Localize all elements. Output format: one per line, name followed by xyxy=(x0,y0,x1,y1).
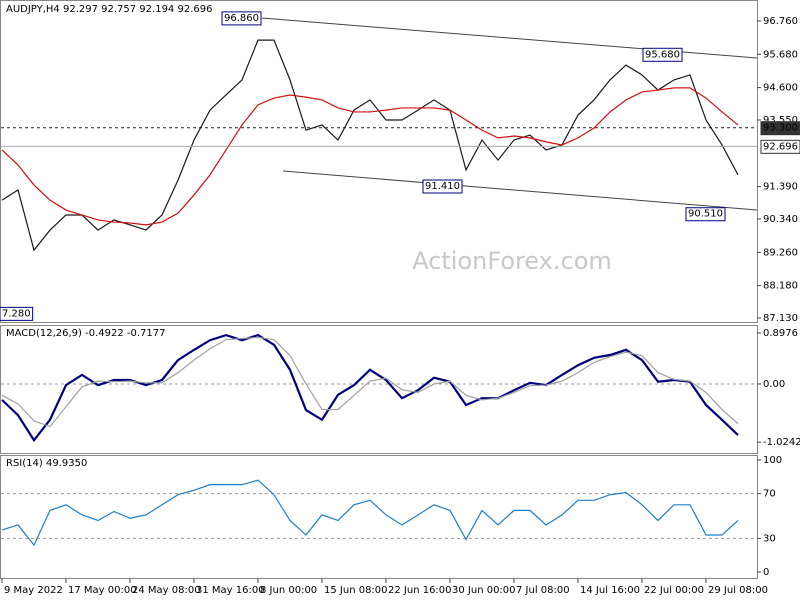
annotation: 7.280 xyxy=(2,308,31,319)
rsi-panel xyxy=(0,455,758,579)
x-tick-label: 29 Jul 08:00 xyxy=(708,585,768,596)
y-tick-label: 93.550 xyxy=(763,115,798,126)
series-line xyxy=(1,333,739,443)
y-tick-label: 90.340 xyxy=(763,214,798,225)
series-line xyxy=(1,39,739,252)
y-tick-label: 0.8976 xyxy=(763,328,798,339)
level-label: 93.300 xyxy=(763,123,798,134)
y-tick-label: 95.680 xyxy=(763,49,798,60)
series-line xyxy=(1,336,739,428)
y-tick-label: 88.180 xyxy=(763,281,798,292)
y-tick-label: 100 xyxy=(763,455,782,466)
main-panel xyxy=(0,0,758,323)
y-tick-label: 30 xyxy=(763,533,776,544)
label-box xyxy=(642,47,683,62)
last-price-label: 92.696 xyxy=(763,141,798,152)
label-box xyxy=(760,121,800,136)
y-tick-label: 0.00 xyxy=(763,379,785,390)
macd-title: MACD(12,26,9) -0.4922 -0.7177 xyxy=(6,328,166,339)
y-tick-label: 94.600 xyxy=(763,83,798,94)
x-tick-label: 15 Jun 08:00 xyxy=(324,585,388,596)
label-box xyxy=(760,139,800,154)
label-box xyxy=(422,179,463,194)
x-tick-label: 24 May 08:00 xyxy=(132,585,201,596)
rsi-title: RSI(14) 49.9350 xyxy=(6,458,87,469)
label-box xyxy=(0,306,34,321)
series-line xyxy=(1,87,739,226)
y-tick-label: 96.760 xyxy=(763,16,798,27)
x-tick-label: 31 May 16:00 xyxy=(196,585,265,596)
x-tick-label: 17 May 00:00 xyxy=(68,585,137,596)
y-tick-label: 70 xyxy=(763,489,776,500)
x-tick-label: 8 Jun 00:00 xyxy=(260,585,317,596)
x-tick-label: 14 Jul 16:00 xyxy=(580,585,640,596)
chart-title: AUDJPY,H4 92.297 92.757 92.194 92.696 xyxy=(6,4,212,15)
x-tick-label: 9 May 2022 xyxy=(4,585,63,596)
x-tick-label: 22 Jun 16:00 xyxy=(388,585,452,596)
y-tick-label: 89.260 xyxy=(763,247,798,258)
annotation: 91.410 xyxy=(425,181,460,192)
annotation: 90.510 xyxy=(688,209,723,220)
series-line xyxy=(1,479,739,547)
x-tick-label: 22 Jul 00:00 xyxy=(644,585,704,596)
x-tick-label: 7 Jul 08:00 xyxy=(516,585,570,596)
label-box xyxy=(685,207,726,222)
y-tick-label: -1.0242 xyxy=(763,437,800,448)
label-box xyxy=(221,11,262,26)
x-tick-label: 30 Jun 00:00 xyxy=(452,585,516,596)
watermark: ActionForex.com xyxy=(412,247,612,275)
macd-panel xyxy=(0,325,758,454)
y-tick-label: 0 xyxy=(763,567,769,578)
y-tick-label: 87.130 xyxy=(763,313,798,324)
y-tick-label: 91.390 xyxy=(763,182,798,193)
annotation: 95.680 xyxy=(645,49,680,60)
annotation: 96.860 xyxy=(224,13,259,24)
channel-lower xyxy=(282,170,758,211)
channel-upper xyxy=(261,17,758,59)
